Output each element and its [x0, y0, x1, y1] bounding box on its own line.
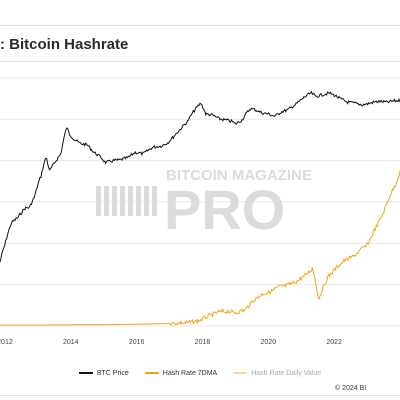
x-tick-label: 2016: [129, 339, 145, 346]
x-tick-label: 2022: [326, 339, 342, 346]
title-divider: [0, 61, 400, 62]
x-tick-label: 2018: [195, 339, 211, 346]
watermark-logo-icon: [96, 186, 157, 216]
x-tick-label: 2014: [63, 339, 79, 346]
chart-title: : Bitcoin Hashrate: [0, 36, 129, 53]
x-tick-label: 2020: [261, 339, 277, 346]
legend-swatch-icon: [144, 372, 159, 374]
legend-label: BTC Price: [96, 369, 129, 377]
legend-item[interactable]: Hash Rate Daily Value: [233, 370, 321, 377]
watermark-main-text: PRO: [164, 178, 285, 241]
hash-rate-line: [0, 170, 400, 326]
legend-label: Hash Rate 7DMA: [162, 369, 218, 377]
btc-price-line: [0, 90, 400, 263]
series-layer: [0, 90, 400, 326]
legend-item[interactable]: Hash Rate 7DMA: [144, 369, 218, 377]
watermark: BITCOIN MAGAZINE PRO: [96, 167, 312, 241]
legend-swatch-icon: [78, 372, 93, 374]
bottom-divider: [0, 395, 400, 396]
legend-label: Hash Rate Daily Value: [251, 369, 322, 377]
legend: BTC Price Hash Rate 7DMA Hash Rate Daily V…: [0, 366, 400, 380]
copyright-text: © 2024 BI: [335, 385, 367, 392]
gridlines: [0, 77, 400, 327]
x-tick-label: 2012: [0, 339, 13, 346]
legend-swatch-icon: [233, 372, 248, 374]
x-axis-ticks: 2012 2014 2016 2018 2020 2022: [0, 339, 342, 346]
top-divider: [0, 25, 400, 26]
watermark-top-text: BITCOIN MAGAZINE: [166, 167, 312, 184]
legend-item[interactable]: BTC Price: [78, 369, 129, 377]
